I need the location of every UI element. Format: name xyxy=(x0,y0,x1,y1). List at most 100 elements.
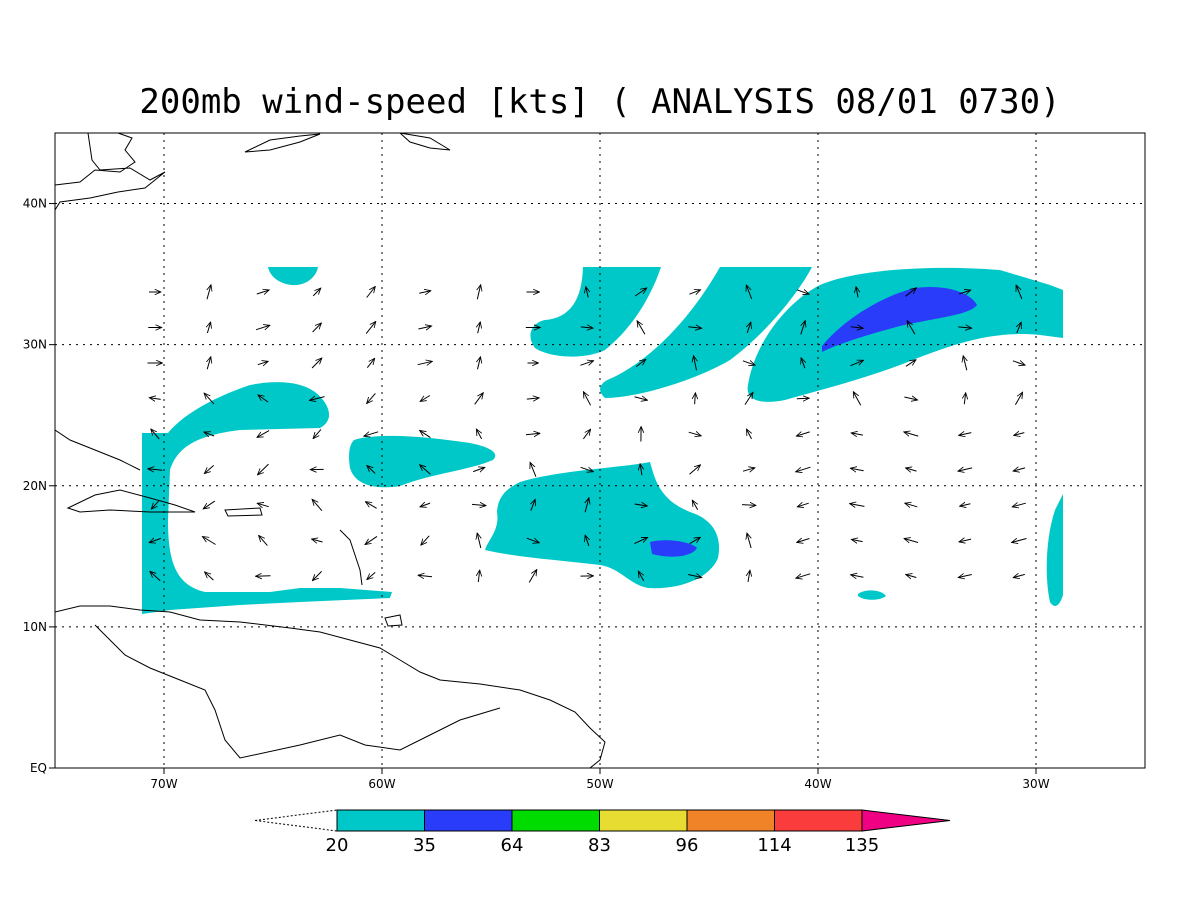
wind-arrow xyxy=(906,468,917,471)
x-tick-label: 30W xyxy=(1022,777,1049,791)
wind-arrow xyxy=(906,575,917,578)
wind-arrow xyxy=(586,287,588,298)
y-tick-label: 30N xyxy=(23,338,47,352)
wind-arrow xyxy=(258,463,269,475)
wind-speed-region-35kt xyxy=(650,286,977,557)
wind-arrow xyxy=(257,361,268,364)
y-axis-ticks: 40N 30N 20N 10N EQ xyxy=(23,197,55,775)
wind-arrow xyxy=(526,398,539,399)
wind-region-tiny xyxy=(858,590,886,600)
wind-arrow xyxy=(850,327,863,329)
wind-arrow xyxy=(477,285,480,300)
colorbar-label: 135 xyxy=(845,835,879,856)
wind-arrow xyxy=(312,288,321,297)
wind-arrow xyxy=(580,327,593,328)
wind-arrow xyxy=(688,327,701,329)
wind-region-small-north xyxy=(268,267,318,286)
colorbar-label: 20 xyxy=(326,835,349,856)
wind-region-east-band xyxy=(747,267,1063,402)
x-tick-label: 70W xyxy=(150,777,177,791)
wind-arrow xyxy=(851,539,863,541)
wind-arrow xyxy=(688,575,702,578)
wind-arrow xyxy=(580,467,594,471)
colorbar: 20 35 64 83 96 114 135 xyxy=(254,809,951,856)
wind-arrow xyxy=(583,392,592,406)
wind-arrow xyxy=(850,360,864,367)
wind-arrow xyxy=(207,357,211,370)
colorbar-segment xyxy=(774,809,863,832)
y-tick-label: EQ xyxy=(30,761,47,775)
wind-arrow xyxy=(312,323,322,333)
y-tick-label: 40N xyxy=(23,197,47,211)
wind-arrow xyxy=(205,572,214,581)
wind-arrow xyxy=(478,357,481,370)
wind-arrow xyxy=(420,465,431,475)
wind-arrow xyxy=(313,429,322,438)
wind-arrow xyxy=(689,290,700,294)
wind-arrow xyxy=(689,537,701,545)
wind-vectors xyxy=(148,285,1027,583)
wind-region-south-center xyxy=(485,462,720,589)
wind-arrow xyxy=(797,539,810,543)
wind-region-south-core xyxy=(650,540,697,557)
x-tick-label: 40W xyxy=(804,777,831,791)
wind-arrow xyxy=(1013,574,1025,577)
wind-arrow xyxy=(796,573,811,578)
wind-arrow xyxy=(477,533,481,549)
wind-arrow xyxy=(526,538,540,543)
wind-arrow xyxy=(365,535,378,544)
wind-arrow xyxy=(478,322,481,334)
wind-speed-region-20kt xyxy=(142,267,1063,614)
coast-south-america xyxy=(55,605,606,768)
y-tick-label: 10N xyxy=(23,620,47,634)
wind-arrow xyxy=(959,539,972,542)
wind-arrow xyxy=(689,465,701,475)
wind-arrow xyxy=(204,465,215,473)
wind-arrow xyxy=(905,503,918,507)
wind-region-west-c xyxy=(142,382,392,614)
wind-arrow xyxy=(959,290,970,294)
wind-arrow xyxy=(257,503,269,506)
wind-arrow xyxy=(149,398,161,400)
wind-arrow xyxy=(1012,361,1025,365)
wind-arrow xyxy=(311,358,322,369)
wind-arrow xyxy=(585,535,589,547)
wind-arrow xyxy=(365,321,376,334)
wind-arrow xyxy=(742,468,755,471)
wind-arrow xyxy=(959,433,972,436)
x-axis-ticks: 70W 60W 50W 40W 30W xyxy=(150,768,1050,791)
coast-nova-scotia xyxy=(244,133,321,153)
wind-arrow xyxy=(255,325,270,329)
wind-arrow xyxy=(905,360,916,367)
wind-region-diagonal-band xyxy=(600,267,812,398)
wind-arrow xyxy=(850,504,865,507)
wind-arrow xyxy=(634,504,648,506)
wind-arrow xyxy=(1014,392,1022,406)
wind-arrow xyxy=(1013,468,1026,471)
wind-arrow xyxy=(474,393,484,405)
wind-arrow xyxy=(905,288,917,297)
wind-region-central-west xyxy=(349,435,496,488)
wind-arrow xyxy=(476,429,481,440)
wind-arrow xyxy=(150,571,161,582)
chart-title: 200mb wind-speed [kts] ( ANALYSIS 08/01 … xyxy=(139,82,1060,122)
wind-arrow xyxy=(747,429,752,440)
wind-arrow xyxy=(310,397,325,401)
wind-arrow xyxy=(851,575,864,577)
wind-arrow xyxy=(963,356,967,371)
wind-arrow xyxy=(204,432,215,436)
wind-arrow xyxy=(583,429,590,440)
x-tick-label: 60W xyxy=(368,777,395,791)
wind-arrow xyxy=(637,321,646,335)
wind-arrow xyxy=(151,429,160,440)
colorbar-high-extension xyxy=(861,809,951,832)
wind-arrow xyxy=(366,287,376,298)
colorbar-label: 35 xyxy=(413,835,436,856)
y-tick-label: 20N xyxy=(23,479,47,493)
colorbar-segment xyxy=(336,809,425,832)
wind-arrow xyxy=(148,469,163,470)
wind-arrow xyxy=(904,539,919,543)
wind-arrow xyxy=(796,466,811,472)
wind-arrow xyxy=(904,397,917,400)
